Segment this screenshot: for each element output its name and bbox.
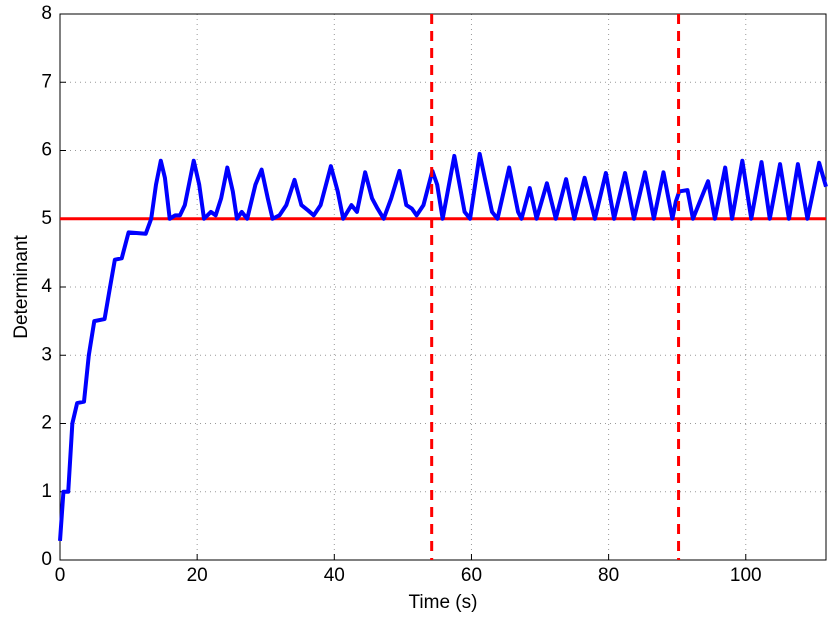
x-tick-label: 100 bbox=[730, 565, 762, 586]
y-axis-label: Determinant bbox=[11, 235, 32, 339]
y-tick-label: 5 bbox=[41, 208, 52, 229]
x-axis-label: Time (s) bbox=[409, 592, 478, 613]
plot-frame bbox=[59, 13, 827, 561]
data-line bbox=[58, 151, 828, 542]
x-tick-label: 60 bbox=[461, 565, 482, 586]
x-tick-label: 80 bbox=[598, 565, 619, 586]
y-tick-label: 4 bbox=[41, 276, 52, 297]
y-tick-label: 0 bbox=[41, 549, 52, 570]
x-tick-label: 40 bbox=[324, 565, 345, 586]
y-tick-label: 2 bbox=[41, 413, 52, 434]
y-tick-label: 8 bbox=[41, 3, 52, 24]
y-tick-label: 6 bbox=[41, 140, 52, 161]
y-tick-label: 1 bbox=[41, 481, 52, 502]
y-tick-label: 7 bbox=[41, 71, 52, 92]
y-tick-label: 3 bbox=[41, 344, 52, 365]
x-tick-label: 0 bbox=[55, 565, 66, 586]
x-tick-label: 20 bbox=[187, 565, 208, 586]
